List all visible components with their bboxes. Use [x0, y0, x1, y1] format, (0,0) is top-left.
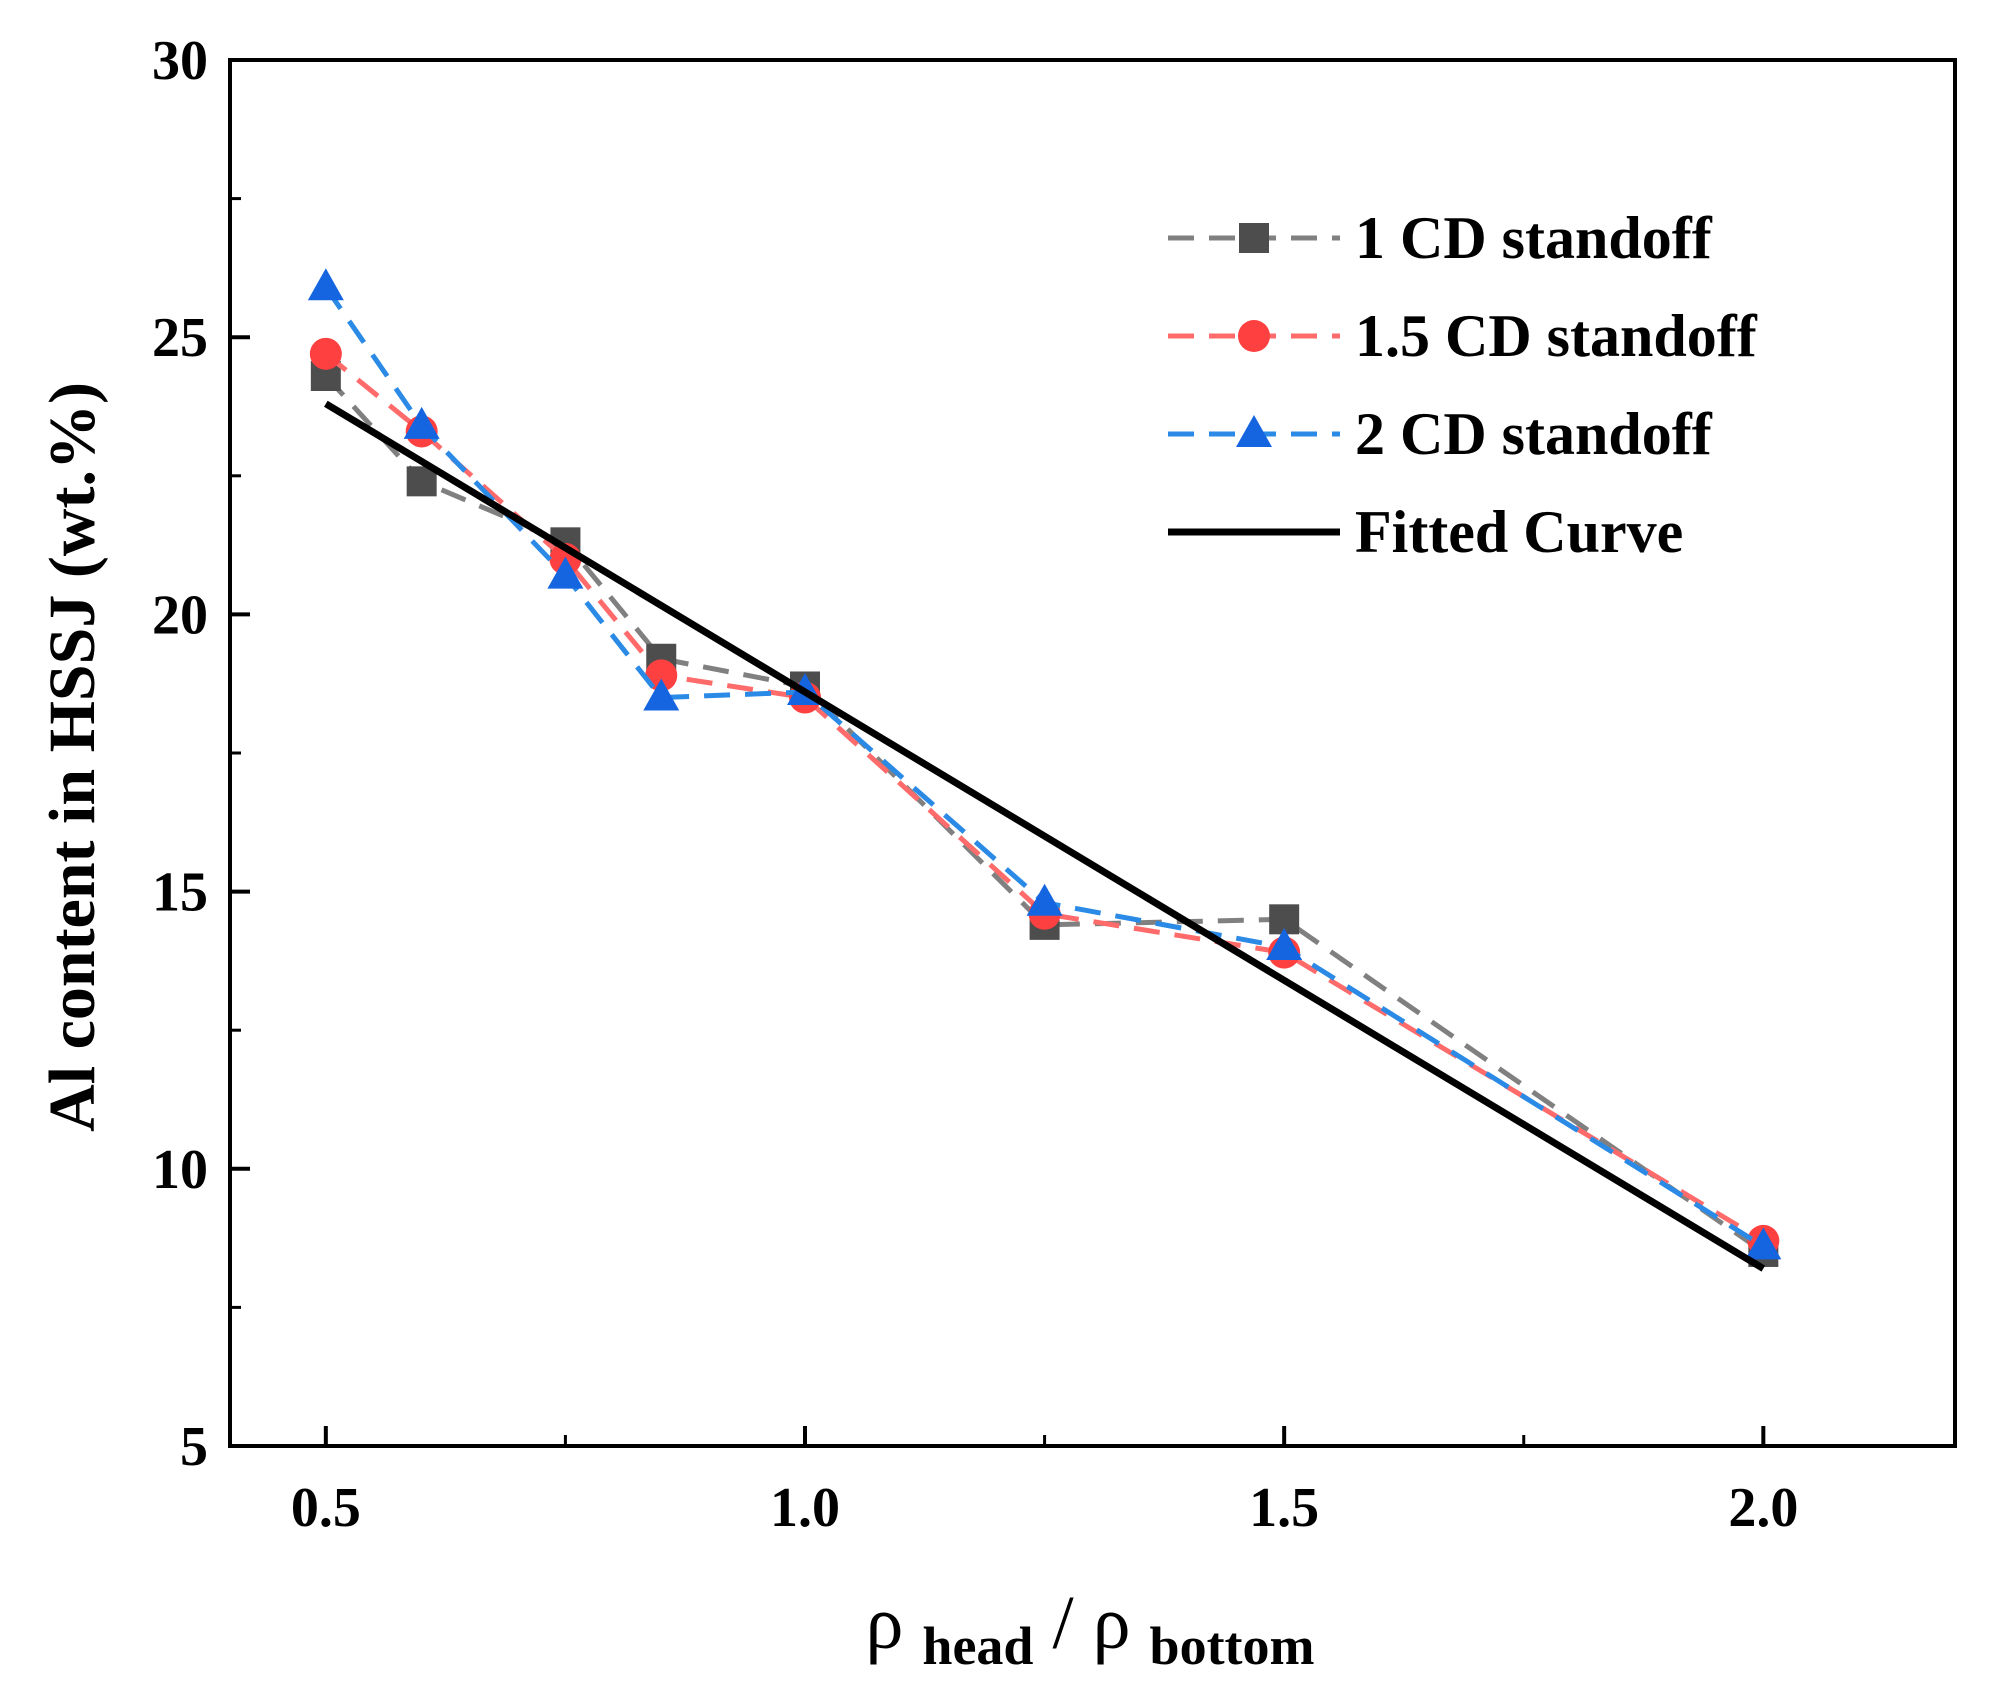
- x-axis-title-symbol-denominator: ρ: [1093, 1581, 1131, 1665]
- x-axis-title-sub-denominator: bottom: [1150, 1616, 1315, 1676]
- legend-label: Fitted Curve: [1355, 499, 1683, 565]
- legend-item-fitted-curve: Fitted Curve: [1168, 499, 1683, 565]
- data-point-2-cd-standoff: [1266, 928, 1303, 961]
- legend-label: 1.5 CD standoff: [1355, 303, 1758, 369]
- x-axis-title-separator: /: [1052, 1581, 1074, 1665]
- data-point-2-cd-standoff: [643, 678, 680, 711]
- y-tick-label: 25: [152, 307, 208, 369]
- x-tick-label: 1.5: [1249, 1477, 1319, 1539]
- data-point-2-cd-standoff: [1745, 1227, 1782, 1260]
- data-point-2-cd-standoff: [1026, 883, 1063, 916]
- series-line-fitted-curve: [324, 400, 1766, 1272]
- data-point-2-cd-standoff: [307, 268, 344, 301]
- y-tick-label: 10: [152, 1139, 208, 1201]
- x-tick-label: 1.0: [770, 1477, 840, 1539]
- legend-label: 2 CD standoff: [1355, 401, 1713, 467]
- legend-label: 1 CD standoff: [1355, 205, 1713, 271]
- series-2-cd-standoff: [307, 268, 1782, 1260]
- series-layer: [307, 268, 1782, 1272]
- x-axis-title-symbol-numerator: ρ: [865, 1581, 903, 1665]
- x-axis-title: ρ head / ρ bottom: [865, 1581, 1314, 1681]
- legend: 1 CD standoff 1.5 CD standoff 2 CD standof…: [1168, 205, 1758, 565]
- series-line-1-5-cd-standoff: [324, 351, 1765, 1244]
- data-point-2-cd-standoff: [547, 556, 584, 589]
- legend-marker: [1239, 223, 1269, 253]
- legend-item-2-cd-standoff: 2 CD standoff: [1168, 401, 1713, 467]
- ticks-layer: 0.5 1.0 1.5 2.0 5 10 15 20 25 30: [152, 30, 1798, 1539]
- data-point-1-5-cd-standoff: [309, 337, 342, 370]
- y-tick-label: 15: [152, 862, 208, 924]
- legend-item-1-cd-standoff: 1 CD standoff: [1168, 205, 1713, 271]
- data-point-2-cd-standoff: [403, 406, 440, 439]
- x-tick-label: 0.5: [291, 1477, 361, 1539]
- y-tick-label: 20: [152, 584, 208, 646]
- series-line-1-cd-standoff: [323, 374, 1765, 1255]
- series-fitted-curve: [324, 400, 1766, 1272]
- y-tick-label: 30: [152, 30, 208, 92]
- legend-marker: [1238, 320, 1270, 352]
- x-axis-title-sub-numerator: head: [922, 1616, 1033, 1676]
- legend-marker: [1236, 415, 1272, 447]
- legend-item-1-5-cd-standoff: 1.5 CD standoff: [1168, 303, 1758, 369]
- y-tick-label: 5: [180, 1416, 208, 1478]
- x-tick-label: 2.0: [1728, 1477, 1798, 1539]
- y-axis-title: Al content in HSSJ (wt.%): [36, 382, 109, 1132]
- series-line-2-cd-standoff: [323, 285, 1765, 1249]
